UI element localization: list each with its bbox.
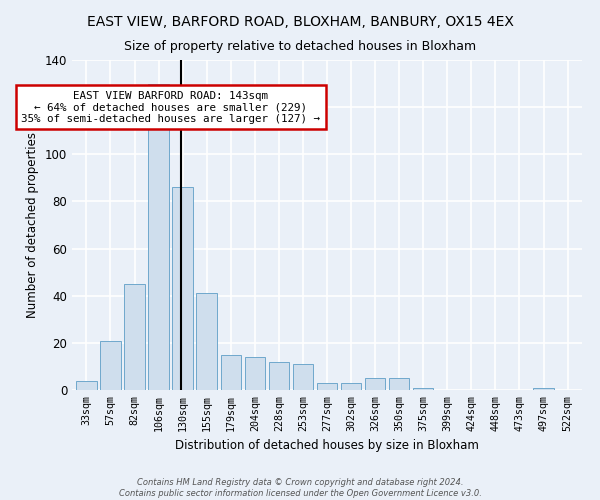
Bar (413, 388, 433, 390)
X-axis label: Distribution of detached houses by size in Bloxham: Distribution of detached houses by size … (175, 439, 479, 452)
Bar (317, 383, 337, 390)
Bar (196, 294, 217, 390)
Bar (124, 284, 145, 390)
Bar (365, 378, 385, 390)
Bar (221, 354, 241, 390)
Bar (172, 188, 193, 390)
Y-axis label: Number of detached properties: Number of detached properties (26, 132, 39, 318)
Text: Contains HM Land Registry data © Crown copyright and database right 2024.
Contai: Contains HM Land Registry data © Crown c… (119, 478, 481, 498)
Bar (389, 378, 409, 390)
Bar (100, 340, 121, 390)
Bar (76, 380, 97, 390)
Text: EAST VIEW, BARFORD ROAD, BLOXHAM, BANBURY, OX15 4EX: EAST VIEW, BARFORD ROAD, BLOXHAM, BANBUR… (86, 15, 514, 29)
Bar (269, 362, 289, 390)
Text: Size of property relative to detached houses in Bloxham: Size of property relative to detached ho… (124, 40, 476, 53)
Bar (533, 388, 554, 390)
Bar (293, 364, 313, 390)
Text: EAST VIEW BARFORD ROAD: 143sqm
← 64% of detached houses are smaller (229)
35% of: EAST VIEW BARFORD ROAD: 143sqm ← 64% of … (21, 90, 320, 124)
Bar (245, 357, 265, 390)
Bar (341, 383, 361, 390)
Bar (148, 84, 169, 390)
